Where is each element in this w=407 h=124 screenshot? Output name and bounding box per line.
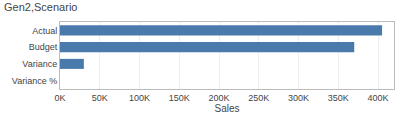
svg-text:Actual: Actual — [32, 26, 57, 36]
svg-text:100K: 100K — [129, 93, 150, 103]
svg-text:Variance: Variance — [22, 59, 57, 69]
svg-text:0K: 0K — [54, 93, 65, 103]
svg-text:250K: 250K — [248, 93, 269, 103]
svg-text:150K: 150K — [169, 93, 190, 103]
svg-text:400K: 400K — [368, 93, 389, 103]
svg-text:50K: 50K — [92, 93, 108, 103]
svg-text:Gen2,Scenario: Gen2,Scenario — [4, 1, 77, 13]
svg-text:350K: 350K — [328, 93, 349, 103]
svg-text:Sales: Sales — [214, 103, 239, 114]
svg-text:Variance %: Variance % — [12, 76, 57, 86]
svg-text:Budget: Budget — [29, 42, 58, 52]
svg-text:200K: 200K — [209, 93, 230, 103]
svg-text:300K: 300K — [288, 93, 309, 103]
